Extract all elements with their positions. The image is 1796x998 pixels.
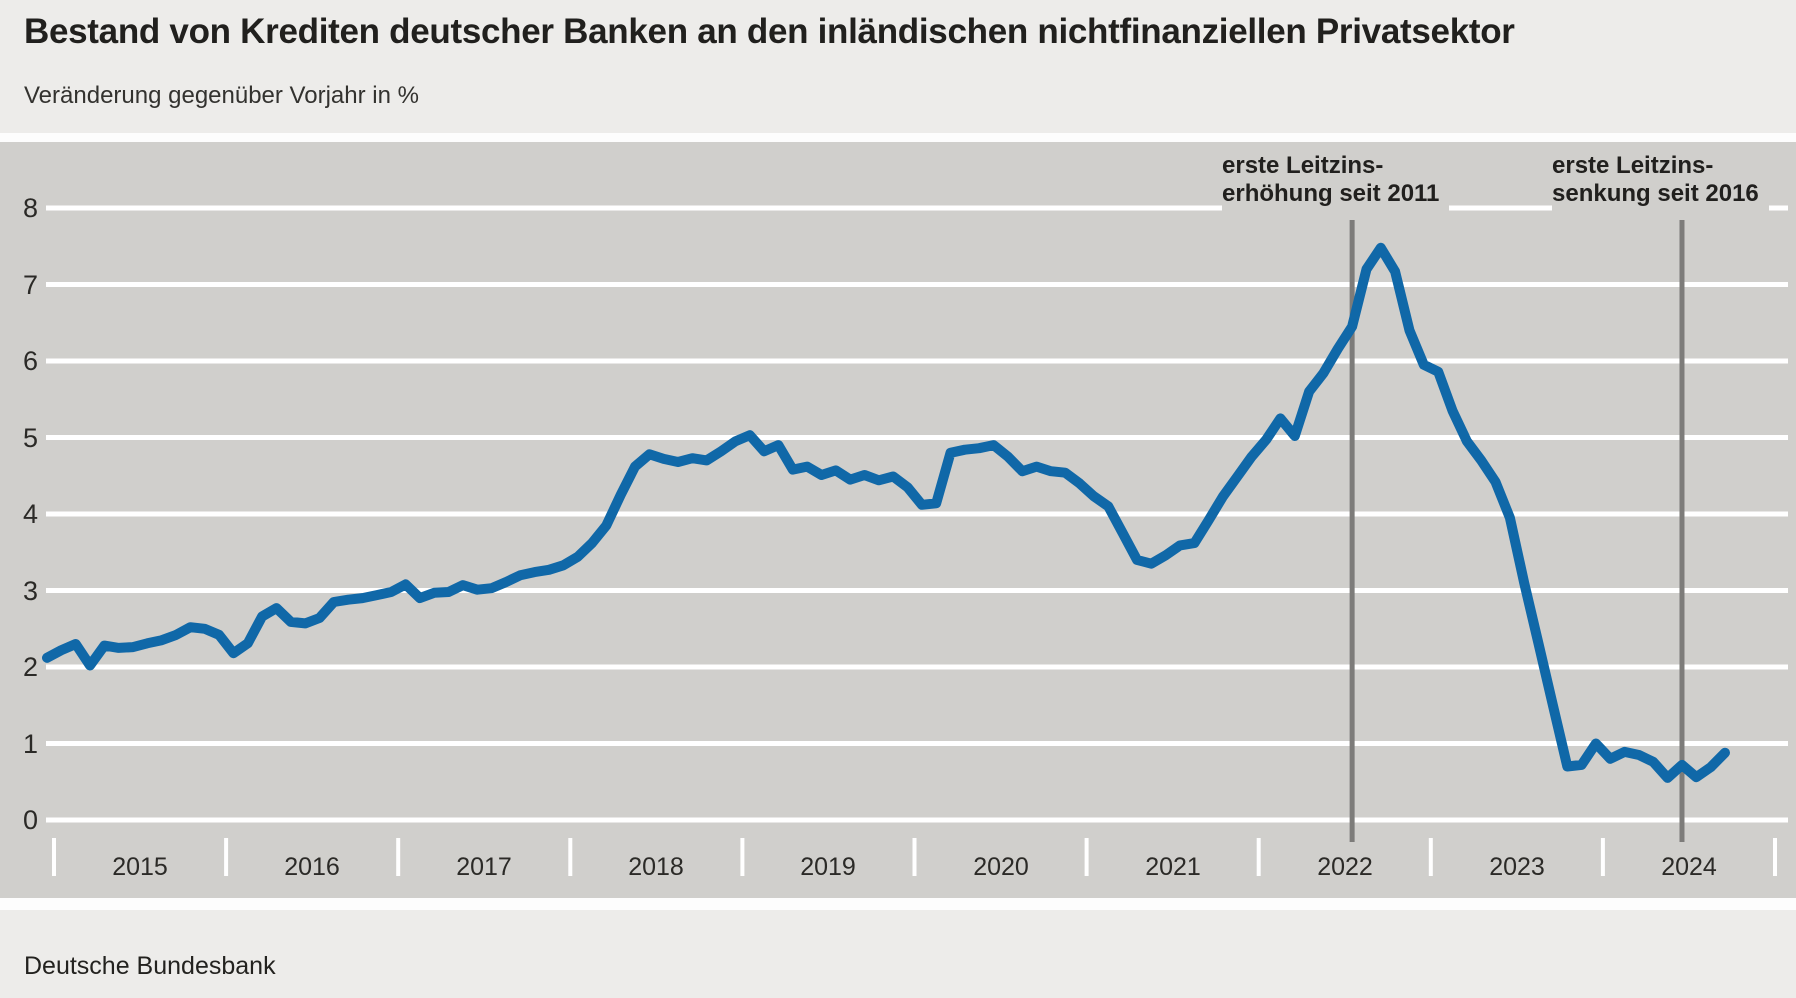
chart-title: Bestand von Krediten deutscher Banken an… xyxy=(24,12,1515,51)
y-axis-label-8: 8 xyxy=(22,193,38,223)
footer-panel: Deutsche Bundesbank xyxy=(0,910,1796,998)
x-axis-label-2016: 2016 xyxy=(284,853,340,881)
chart-subtitle: Veränderung gegenüber Vorjahr in % xyxy=(24,82,419,109)
x-axis-label-2015: 2015 xyxy=(112,853,168,881)
series-line-credit-growth xyxy=(42,242,1730,783)
y-axis-label-4: 4 xyxy=(22,499,38,529)
y-axis-label-6: 6 xyxy=(22,346,38,376)
y-axis-label-7: 7 xyxy=(22,270,38,300)
y-axis-label-2: 2 xyxy=(22,652,38,682)
y-axis-label-5: 5 xyxy=(22,423,38,453)
y-axis-label-3: 3 xyxy=(22,576,38,606)
annotation-first-rate-cut: erste Leitzins- senkung seit 2016 xyxy=(1552,150,1769,216)
x-axis-label-2024: 2024 xyxy=(1661,853,1717,881)
annotation-first-rate-hike-line1: erste Leitzins- xyxy=(1222,152,1384,179)
x-axis-label-2018: 2018 xyxy=(628,853,684,881)
annotation-first-rate-hike: erste Leitzins- erhöhung seit 2011 xyxy=(1222,150,1450,216)
x-axis-label-2022: 2022 xyxy=(1317,853,1373,881)
annotation-first-rate-hike-line2: erhöhung seit 2011 xyxy=(1222,180,1440,207)
plot-area xyxy=(0,142,1796,898)
x-axis-label-2017: 2017 xyxy=(456,853,512,881)
annotation-first-rate-cut-line1: erste Leitzins- xyxy=(1552,152,1714,179)
annotation-first-rate-cut-line2: senkung seit 2016 xyxy=(1552,180,1759,207)
y-axis-label-0: 0 xyxy=(22,805,38,835)
x-axis-label-2021: 2021 xyxy=(1145,853,1201,881)
x-axis-label-2019: 2019 xyxy=(800,853,856,881)
header-panel: Bestand von Krediten deutscher Banken an… xyxy=(0,0,1796,133)
x-axis-label-2023: 2023 xyxy=(1489,853,1545,881)
y-axis-label-1: 1 xyxy=(22,729,38,759)
source-label: Deutsche Bundesbank xyxy=(24,952,276,980)
x-axis-label-2020: 2020 xyxy=(973,853,1029,881)
